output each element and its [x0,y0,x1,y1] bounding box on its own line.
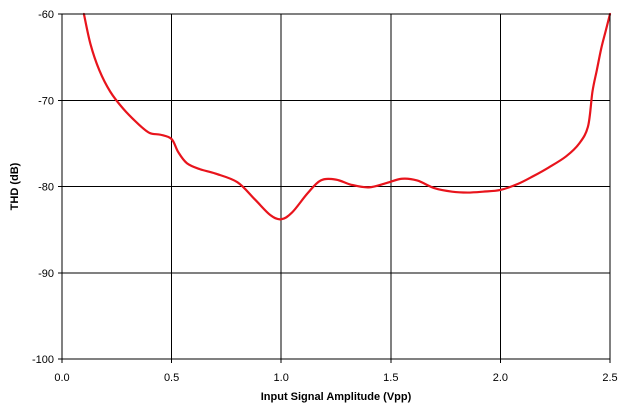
x-axis-ticks: 0.0 0.5 1.0 1.5 2.0 2.5 [54,359,618,384]
y-tick-label: -60 [38,9,54,21]
y-axis-title: THD (dB) [9,162,21,210]
x-tick-label: 1.0 [274,372,289,384]
grid [61,13,611,360]
x-tick-label: 0.0 [54,372,69,384]
x-tick-label: 2.0 [493,372,508,384]
y-tick-label: -80 [38,182,54,194]
y-tick-label: -90 [38,268,54,280]
x-tick-label: 1.5 [383,372,398,384]
series-layer [82,12,612,221]
thd-series-line [82,12,612,221]
y-tick-label: -100 [32,354,54,366]
x-axis-title: Input Signal Amplitude (Vpp) [261,391,412,403]
y-tick-label: -70 [38,95,54,107]
y-axis-ticks: -100 -90 -80 -70 -60 [32,9,62,366]
x-tick-label: 0.5 [164,372,179,384]
x-tick-label: 2.5 [602,372,617,384]
